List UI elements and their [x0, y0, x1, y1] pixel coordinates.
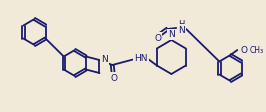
- Text: N: N: [178, 26, 185, 34]
- Text: H: H: [178, 19, 184, 28]
- Text: N: N: [101, 55, 108, 64]
- Text: N: N: [168, 30, 175, 39]
- Text: CH₃: CH₃: [249, 45, 263, 55]
- Text: HN: HN: [134, 54, 148, 62]
- Text: O: O: [111, 73, 118, 83]
- Text: O: O: [240, 45, 247, 55]
- Text: O: O: [154, 33, 161, 42]
